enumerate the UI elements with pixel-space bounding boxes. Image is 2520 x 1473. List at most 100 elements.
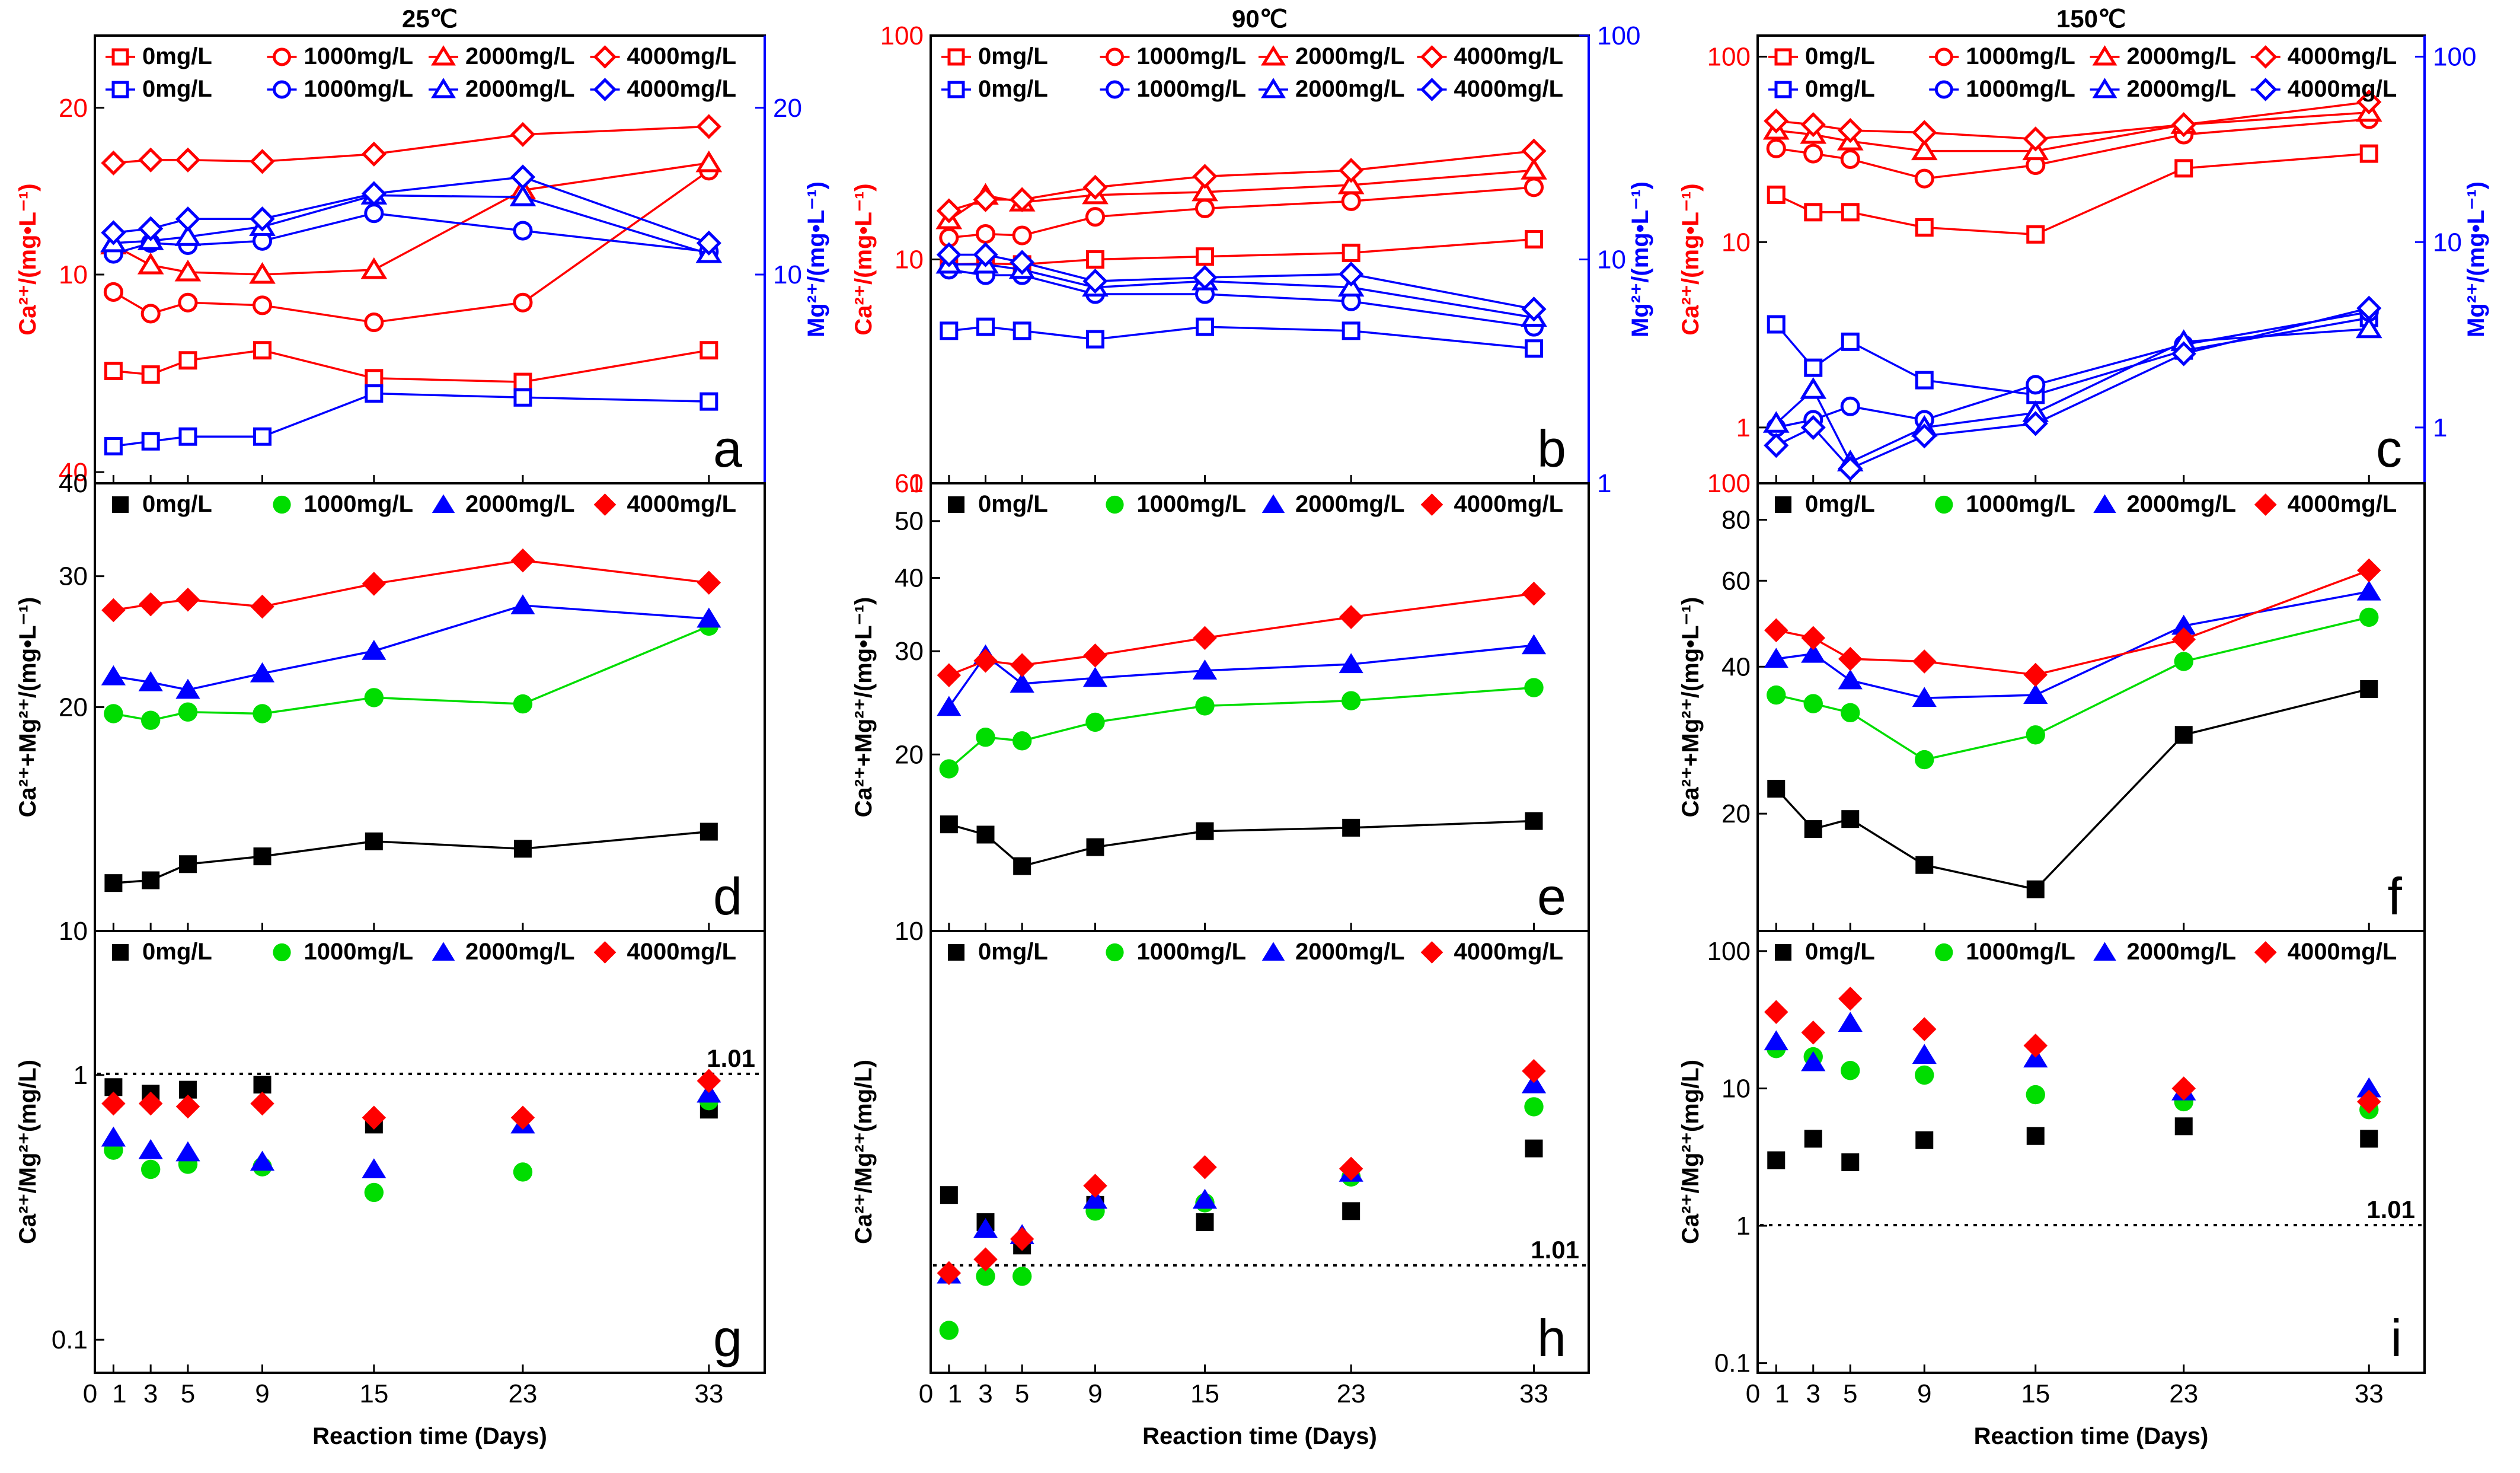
legend-marker <box>1261 942 1285 961</box>
y-tick-label: 50 <box>895 507 924 536</box>
legend-label: 2000mg/L <box>465 491 575 517</box>
panel-letter: f <box>2388 867 2403 926</box>
data-point <box>1337 172 1365 195</box>
data-point <box>976 728 995 747</box>
legend-marker <box>2254 941 2277 964</box>
data-point <box>510 1105 535 1130</box>
data-point <box>2174 652 2193 671</box>
data-point <box>250 1150 275 1171</box>
legend-label: 2000mg/L <box>2127 43 2237 69</box>
x-axis-label: Reaction time (Days) <box>1142 1423 1377 1449</box>
x-tick-label: 0 <box>1746 1379 1760 1408</box>
data-point <box>142 871 160 889</box>
x-tick-label: 15 <box>359 1379 388 1408</box>
data-point <box>1764 648 1788 668</box>
y-tick-label: 100 <box>1707 469 1751 498</box>
data-point <box>1010 1227 1034 1251</box>
y-tick-label: 100 <box>880 21 924 50</box>
y-tick-label: 10 <box>895 246 924 275</box>
data-point <box>1912 1017 1937 1041</box>
series-line <box>1775 616 2369 761</box>
y-tick-label: 20 <box>895 740 924 769</box>
data-point <box>178 351 197 370</box>
series-mg-0mg-l <box>940 317 1543 358</box>
x-tick-label: 5 <box>181 1379 195 1408</box>
series-line <box>113 349 710 383</box>
data-point <box>700 392 718 411</box>
y-tick-label: 40 <box>1721 652 1751 681</box>
data-point <box>1083 643 1107 668</box>
data-point <box>973 187 998 212</box>
data-point <box>1194 198 1215 219</box>
y-tick-label: 1 <box>909 469 924 498</box>
data-point <box>1196 1213 1214 1231</box>
data-point <box>250 594 274 619</box>
data-point <box>973 242 998 267</box>
data-point <box>1521 1073 1547 1093</box>
data-point <box>2174 159 2193 178</box>
legend-marker <box>1775 496 1791 513</box>
data-point <box>2171 341 2196 366</box>
data-point <box>1339 1156 1363 1181</box>
data-point <box>696 230 721 256</box>
data-point <box>362 572 387 596</box>
legend-marker <box>1775 944 1791 961</box>
plot-frame <box>1756 34 2426 484</box>
data-point <box>178 427 197 446</box>
data-point <box>937 663 962 687</box>
series-line <box>1775 307 2369 470</box>
legend-label: 0mg/L <box>142 939 212 965</box>
data-point <box>1912 423 1937 449</box>
y-tick-label: 1 <box>74 1061 88 1090</box>
y-tick-label: 100 <box>1707 43 1751 72</box>
data-point <box>140 710 161 730</box>
series-ca-1000mg-l <box>939 177 1544 248</box>
y-tick-label: 10 <box>59 260 88 289</box>
series-ca-4000mg-l <box>1764 89 2382 152</box>
data-point <box>1840 149 1860 169</box>
panel-letter: h <box>1537 1309 1566 1367</box>
right-y-tick-label: 100 <box>2433 43 2476 72</box>
series-line <box>113 125 709 164</box>
data-point <box>1193 626 1217 651</box>
data-point <box>1192 1188 1218 1209</box>
data-point <box>1196 822 1214 840</box>
x-tick-label: 0 <box>83 1379 97 1408</box>
data-point <box>1012 1267 1032 1286</box>
right-y-tick-label: 10 <box>773 260 802 289</box>
legend-label: 4000mg/L <box>627 491 737 517</box>
legend-marker <box>1261 494 1285 513</box>
series-4000mg-l <box>101 1069 721 1130</box>
data-point <box>141 432 160 451</box>
x-tick-label: 3 <box>143 1379 158 1408</box>
data-point <box>1341 691 1361 710</box>
data-point <box>1767 185 1786 204</box>
series-4000mg-l <box>1764 986 2381 1114</box>
data-point <box>940 321 959 340</box>
data-point <box>1911 138 1938 161</box>
x-tick-label: 33 <box>2355 1379 2384 1408</box>
data-point <box>510 548 535 573</box>
data-point <box>1521 296 1547 322</box>
data-point <box>976 317 995 336</box>
legend-marker <box>273 943 291 962</box>
x-tick-label: 9 <box>1917 1379 1931 1408</box>
data-point <box>138 1091 163 1116</box>
y-tick-label: 10 <box>1721 228 1751 257</box>
series-line <box>1776 118 2369 180</box>
data-point <box>513 372 532 391</box>
data-point <box>513 292 533 313</box>
legend-marker <box>111 48 129 66</box>
series-0mg-l <box>1767 680 2378 898</box>
data-point <box>1339 653 1363 674</box>
data-point <box>1010 187 1035 212</box>
plot-frame <box>930 930 1590 1374</box>
data-point <box>253 341 272 360</box>
data-point <box>1342 818 1360 837</box>
data-point <box>939 759 959 779</box>
data-point <box>940 815 958 834</box>
legend-marker <box>1934 80 1953 99</box>
data-point <box>1012 731 1032 751</box>
y-tick-label: 20 <box>59 693 88 722</box>
